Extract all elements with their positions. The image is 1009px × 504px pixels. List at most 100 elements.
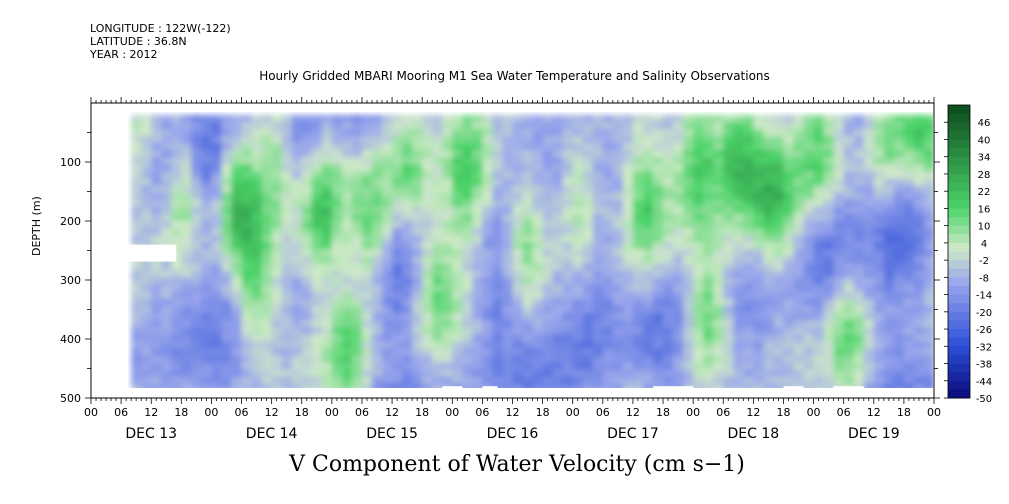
heatmap-cell (492, 376, 504, 385)
heatmap-cell (743, 242, 755, 251)
heatmap-cell (472, 298, 484, 307)
heatmap-cell (632, 348, 644, 357)
heatmap-cell (191, 291, 203, 300)
heatmap-cell (241, 334, 253, 343)
heatmap-cell (241, 242, 253, 251)
heatmap-cell (251, 150, 263, 159)
heatmap-cell (432, 157, 444, 166)
heatmap-cell (191, 249, 203, 258)
heatmap-cell (602, 348, 614, 357)
heatmap-cell (743, 157, 755, 166)
heatmap-cell (141, 143, 153, 152)
heatmap-cell (231, 313, 243, 322)
heatmap-cell (783, 185, 795, 194)
heatmap-cell (923, 369, 933, 378)
heatmap-cell (372, 249, 384, 258)
heatmap-cell (502, 199, 514, 208)
heatmap-cell (602, 228, 614, 237)
heatmap-cell (412, 320, 424, 329)
heatmap-cell (341, 263, 353, 272)
heatmap-cell (783, 298, 795, 307)
heatmap-cell (211, 291, 223, 300)
heatmap-cell (542, 355, 554, 364)
heatmap-cell (602, 178, 614, 187)
heatmap-cell (733, 320, 745, 329)
heatmap-cell (673, 376, 685, 385)
heatmap-cell (863, 277, 875, 286)
heatmap-cell (321, 270, 333, 279)
heatmap-cell (833, 235, 845, 244)
heatmap-cell (171, 143, 183, 152)
heatmap-cell (432, 298, 444, 307)
heatmap-cell (261, 157, 273, 166)
heatmap-cell (492, 341, 504, 350)
heatmap-cell (442, 249, 454, 258)
heatmap-cell (693, 206, 705, 215)
heatmap-cell (452, 143, 464, 152)
heatmap-cell (823, 376, 835, 385)
heatmap-cell (412, 313, 424, 322)
heatmap-cell (562, 114, 574, 123)
heatmap-cell (632, 383, 644, 388)
heatmap-cell (893, 136, 905, 145)
heatmap-cell (271, 235, 283, 244)
heatmap-cell (131, 157, 143, 166)
heatmap-cell (512, 341, 524, 350)
heatmap-cell (492, 228, 504, 237)
heatmap-cell (171, 341, 183, 350)
heatmap-cell (492, 334, 504, 343)
heatmap-cell (442, 164, 454, 173)
heatmap-cell (151, 327, 163, 336)
heatmap-cell (582, 121, 594, 130)
heatmap-cell (893, 305, 905, 315)
heatmap-cell (683, 334, 695, 343)
heatmap-cell (191, 157, 203, 166)
heatmap-cell (241, 320, 253, 329)
heatmap-cell (392, 128, 404, 138)
heatmap-cell (803, 121, 815, 130)
heatmap-cell (763, 376, 775, 385)
heatmap-cell (602, 383, 614, 388)
heatmap-cell (813, 270, 825, 279)
colorbar-band (948, 354, 970, 365)
heatmap-cell (392, 383, 404, 388)
heatmap-cell (582, 362, 594, 371)
heatmap-cell (241, 249, 253, 258)
heatmap-cell (673, 178, 685, 187)
heatmap-cell (141, 221, 153, 230)
heatmap-cell (341, 242, 353, 251)
heatmap-cell (683, 313, 695, 322)
heatmap-cell (361, 213, 373, 222)
heatmap-cell (452, 249, 464, 258)
heatmap-cell (251, 298, 263, 307)
heatmap-cell (602, 362, 614, 371)
heatmap-cell (201, 277, 213, 286)
heatmap-cell (572, 284, 584, 293)
heatmap-cell (301, 143, 313, 152)
heatmap-cell (642, 157, 654, 166)
heatmap-cell (532, 320, 544, 329)
heatmap-cell (653, 305, 665, 315)
heatmap-cell (773, 128, 785, 138)
heatmap-cell (412, 298, 424, 307)
heatmap-cell (532, 164, 544, 173)
heatmap-cell (211, 128, 223, 138)
heatmap-cell (432, 114, 444, 123)
heatmap-cell (512, 228, 524, 237)
heatmap-cell (151, 150, 163, 159)
heatmap-cell (863, 178, 875, 187)
heatmap-cell (693, 199, 705, 208)
heatmap-cell (372, 341, 384, 350)
heatmap-cell (261, 242, 273, 251)
heatmap-cell (321, 249, 333, 258)
heatmap-cell (462, 242, 474, 251)
heatmap-cell (161, 213, 173, 222)
heatmap-cell (873, 362, 885, 371)
heatmap-cell (492, 235, 504, 244)
heatmap-cell (482, 249, 494, 258)
heatmap-cell (823, 284, 835, 293)
heatmap-cell (703, 362, 715, 371)
heatmap-cell (853, 235, 865, 244)
heatmap-cell (392, 178, 404, 187)
